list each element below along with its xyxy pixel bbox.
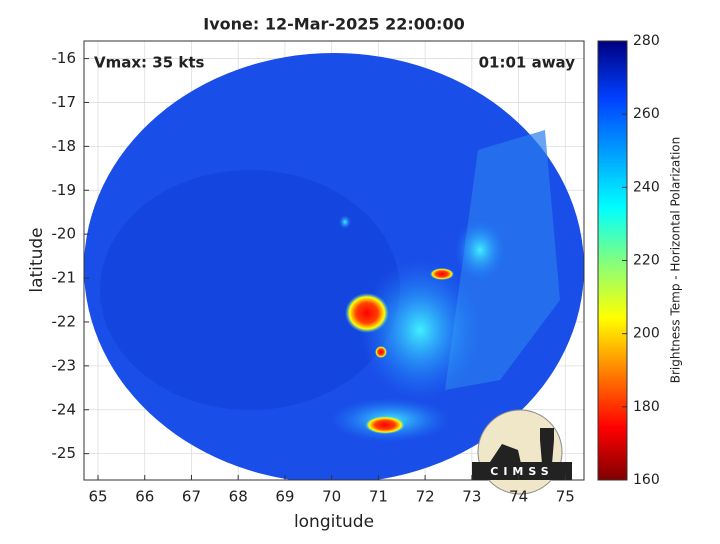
cold-cloud [345, 293, 389, 333]
convection [339, 215, 351, 229]
x-tick-label: 72 [416, 488, 435, 506]
x-tick-label: 67 [182, 488, 201, 506]
cold-cloud [365, 416, 405, 434]
y-tick-label: -22 [52, 312, 77, 330]
convection [360, 260, 480, 400]
colorbar-tick-label: 160 [633, 472, 660, 488]
y-tick-label: -18 [52, 137, 77, 155]
y-tick-label: -21 [52, 269, 77, 287]
x-tick-label: 68 [229, 488, 248, 506]
colorbar-label: Brightness Temp - Horizontal Polarizatio… [669, 137, 683, 384]
x-tick-label: 70 [322, 488, 341, 506]
x-tick-label: 71 [369, 488, 388, 506]
y-tick-label: -16 [52, 49, 77, 67]
x-tick-label: 75 [556, 488, 575, 506]
convection [455, 220, 505, 280]
x-tick-label: 69 [275, 488, 294, 506]
logo-icon [490, 428, 554, 468]
y-tick-label: -24 [52, 400, 77, 418]
x-axis-label: longitude [294, 512, 374, 532]
y-tick-label: -19 [52, 181, 77, 199]
swath-texture [100, 170, 400, 410]
colorbar-tick-label: 240 [633, 179, 660, 195]
colorbar-tick-label: 220 [633, 253, 660, 269]
x-tick-label: 74 [509, 488, 528, 506]
colorbar-tick-label: 260 [633, 106, 660, 122]
logo: CIMSS [472, 409, 572, 495]
x-tick-label: 66 [135, 488, 154, 506]
x-tick-label: 65 [88, 488, 107, 506]
logo-bar [472, 462, 572, 480]
chart-title: Ivone: 12-Mar-2025 22:00:00 [203, 15, 464, 34]
cold-cloud [430, 268, 454, 280]
y-axis-label: latitude [27, 227, 47, 292]
annotation: Vmax: 35 kts [94, 54, 204, 72]
swath [84, 53, 584, 480]
plot-frame [83, 40, 585, 481]
colorbar-tick-label: 200 [633, 326, 660, 342]
cold-cloud [375, 346, 387, 358]
y-tick-label: -25 [52, 444, 77, 462]
colorbar-tick-label: 280 [633, 33, 660, 49]
y-tick-label: -20 [52, 225, 77, 243]
colorbar-tick-label: 180 [633, 399, 660, 415]
y-tick-label: -23 [52, 356, 77, 374]
x-tick-label: 73 [462, 488, 481, 506]
annotation: 01:01 away [479, 54, 576, 72]
y-tick-label: -17 [52, 93, 77, 111]
logo-text: CIMSS [490, 465, 553, 478]
